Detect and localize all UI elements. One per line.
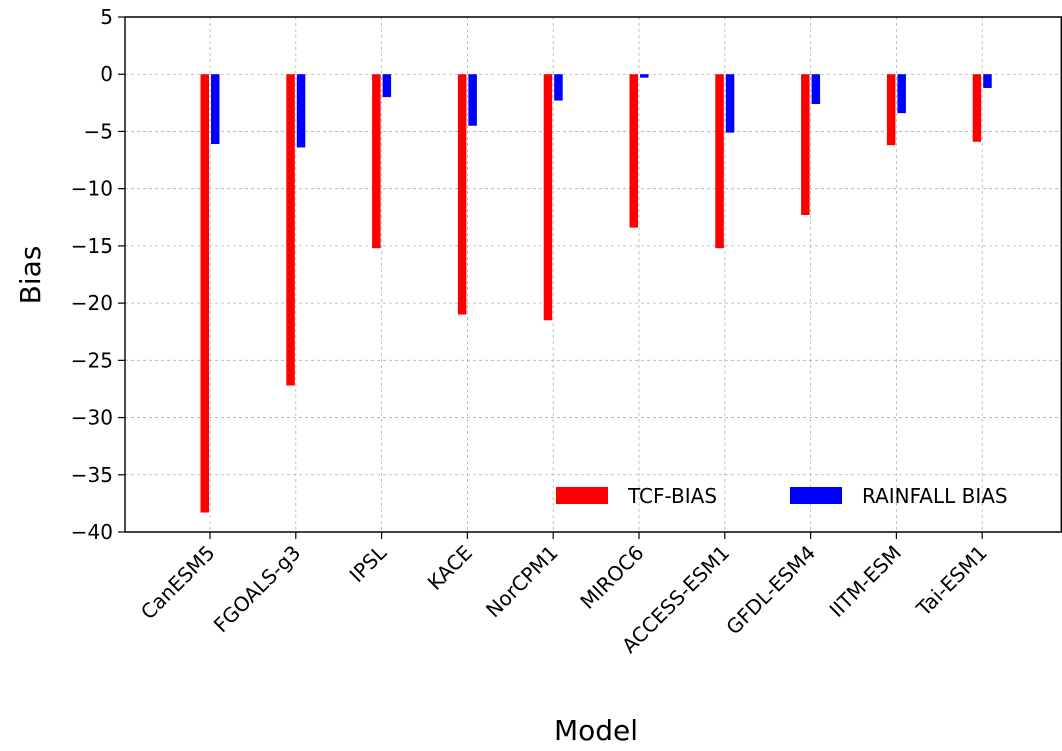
- legend-swatch: [556, 487, 608, 504]
- legend-label: TCF-BIAS: [627, 484, 717, 508]
- rainfall-bias-bar: [296, 74, 306, 148]
- y-tick-label: −5: [84, 119, 113, 143]
- rainfall-bias-bar: [983, 74, 992, 88]
- tcf-bias-bar: [629, 74, 638, 228]
- x-tick-label: CanESM5: [136, 541, 220, 625]
- y-tick-label: 5: [100, 5, 113, 29]
- x-axis-label: Model: [554, 714, 638, 747]
- tcf-bias-bar: [543, 74, 553, 321]
- rainfall-bias-bar: [897, 74, 906, 114]
- rainfall-bias-bar: [468, 74, 477, 126]
- x-tick-label: IPSL: [345, 540, 392, 587]
- x-tick-label: NorCPM1: [481, 541, 563, 623]
- x-tick-label: Tai-ESM1: [911, 541, 992, 622]
- bars-layer: [200, 74, 992, 513]
- y-tick-label: −10: [71, 177, 113, 201]
- y-tick-label: −40: [71, 520, 113, 544]
- x-tick-label: IITM-ESM: [825, 541, 906, 622]
- rainfall-bias-bar: [811, 74, 821, 104]
- y-axis-label: Bias: [14, 246, 47, 305]
- tcf-bias-bar: [286, 74, 295, 386]
- y-tick-label: 0: [100, 62, 113, 86]
- x-tick-label: FGOALS-g3: [209, 541, 306, 638]
- x-tick-label: GFDL-ESM4: [721, 541, 820, 640]
- axes-layer: [124, 16, 1062, 533]
- tcf-bias-bar: [801, 74, 810, 215]
- x-tick-label: MIROC6: [575, 541, 648, 614]
- y-tick-label: −15: [71, 234, 113, 258]
- tcf-bias-bar: [372, 74, 381, 249]
- y-tick-label: −35: [71, 463, 113, 487]
- tcf-bias-bar: [972, 74, 982, 142]
- y-tick-label: −20: [71, 291, 113, 315]
- tcf-bias-bar: [200, 74, 209, 513]
- legend: TCF-BIAS RAINFALL BIAS: [556, 484, 1008, 508]
- rainfall-bias-bar: [554, 74, 563, 101]
- rainfall-bias-bar: [211, 74, 220, 145]
- y-tick-label: −30: [71, 406, 113, 430]
- rainfall-bias-bar: [382, 74, 392, 98]
- legend-swatch: [790, 487, 842, 504]
- tcf-bias-bar: [886, 74, 896, 146]
- grid-layer: [125, 16, 1062, 533]
- rainfall-bias-bar: [640, 74, 649, 78]
- x-tick-label: KACE: [423, 541, 477, 595]
- tcf-bias-bar: [457, 74, 467, 315]
- rainfall-bias-bar: [725, 74, 735, 133]
- legend-label: RAINFALL BIAS: [862, 484, 1008, 508]
- y-tick-label: −25: [71, 348, 113, 372]
- tcf-bias-bar: [715, 74, 724, 249]
